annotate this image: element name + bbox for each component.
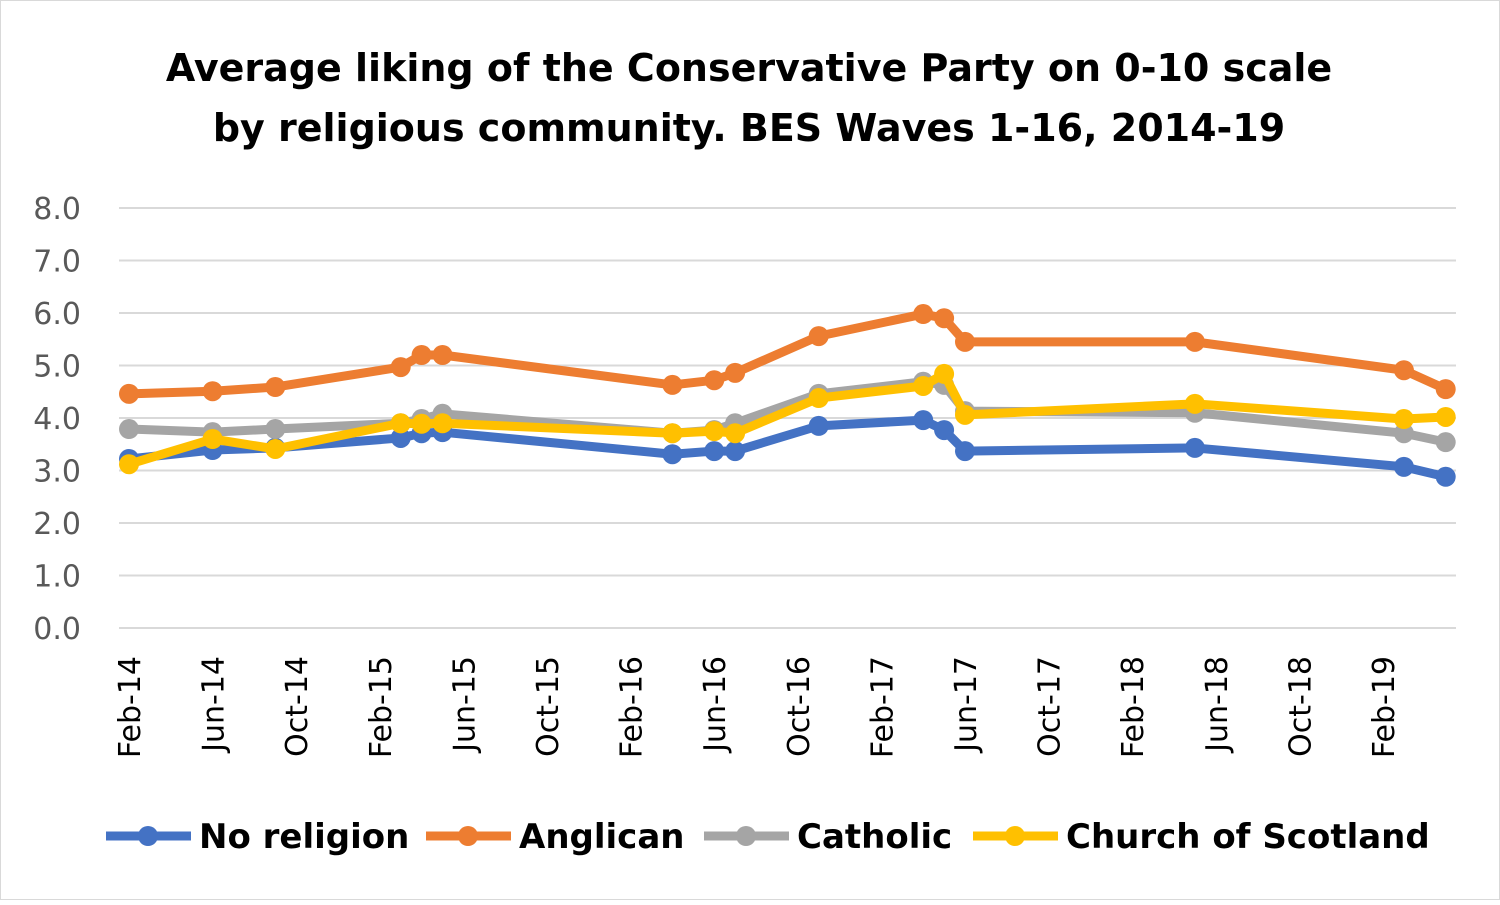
legend-swatch-marker — [1005, 826, 1025, 846]
data-point — [202, 381, 223, 402]
data-point — [1393, 456, 1414, 477]
x-tick-label: Feb-14 — [113, 656, 148, 758]
data-point — [808, 388, 829, 409]
data-point — [725, 441, 746, 462]
y-tick-label: 6.0 — [33, 297, 81, 332]
y-tick-label: 3.0 — [33, 455, 81, 490]
data-point — [1184, 331, 1205, 352]
data-point — [913, 304, 934, 325]
data-point — [808, 326, 829, 347]
legend-swatch-marker — [138, 826, 158, 846]
y-tick-label: 4.0 — [33, 402, 81, 437]
series-line — [128, 415, 1447, 482]
data-point — [1435, 432, 1456, 453]
data-point — [432, 345, 453, 365]
data-point — [704, 370, 725, 391]
y-tick-label: 5.0 — [33, 350, 81, 385]
data-point — [662, 423, 683, 444]
legend-item: No religion — [106, 817, 409, 857]
legend-label: No religion — [199, 817, 409, 857]
x-tick-label: Oct-15 — [531, 656, 566, 757]
data-point — [265, 419, 286, 440]
x-tick-label: Jun-15 — [447, 656, 482, 754]
y-tick-label: 7.0 — [33, 245, 81, 280]
data-point — [1393, 409, 1414, 430]
y-tick-label: 8.0 — [33, 192, 81, 227]
chart-title-line-2: by religious community. BES Waves 1-16, … — [213, 106, 1285, 150]
y-tick-label: 2.0 — [33, 507, 81, 542]
data-point — [704, 421, 725, 442]
x-tick-label: Oct-17 — [1033, 656, 1068, 757]
x-tick-label: Feb-15 — [364, 656, 399, 758]
data-point — [662, 444, 683, 465]
data-point — [913, 375, 934, 396]
data-point — [1184, 393, 1205, 414]
series-anglican — [119, 304, 1456, 404]
data-point — [1435, 466, 1456, 487]
data-point — [1435, 379, 1456, 400]
y-tick-label: 1.0 — [33, 560, 81, 595]
data-point — [265, 438, 286, 459]
legend-item: Anglican — [426, 817, 684, 857]
x-tick-label: Feb-19 — [1367, 656, 1402, 758]
x-tick-label: Feb-16 — [615, 656, 650, 758]
data-point — [390, 357, 411, 378]
x-tick-label: Oct-18 — [1283, 656, 1318, 757]
data-point — [411, 413, 432, 434]
legend-item: Catholic — [704, 817, 952, 857]
series-line — [127, 369, 1446, 469]
data-point — [955, 441, 975, 462]
legend-label: Anglican — [519, 817, 684, 857]
x-tick-label: Jun-17 — [949, 656, 984, 754]
data-point — [955, 404, 975, 425]
data-point — [725, 362, 746, 383]
data-point — [1184, 437, 1205, 458]
data-point — [913, 410, 934, 431]
series-line — [128, 309, 1448, 399]
legend-swatch-marker — [458, 826, 478, 846]
data-point — [390, 427, 411, 448]
data-point — [1393, 423, 1414, 444]
x-tick-label: Oct-14 — [280, 656, 315, 757]
data-point — [119, 383, 139, 404]
data-point — [119, 454, 139, 475]
data-point — [934, 308, 955, 329]
data-point — [934, 363, 955, 384]
legend-label: Catholic — [797, 817, 952, 857]
data-point — [119, 419, 139, 440]
x-tick-label: Jun-16 — [698, 656, 733, 754]
legend-item: Church of Scotland — [973, 817, 1430, 857]
data-point — [934, 420, 955, 441]
data-point — [1435, 406, 1456, 427]
x-tick-label: Oct-16 — [782, 656, 817, 757]
data-point — [725, 423, 746, 444]
x-tick-label: Jun-14 — [197, 656, 232, 754]
x-tick-label: Feb-18 — [1116, 656, 1151, 758]
x-tick-label: Jun-18 — [1200, 656, 1235, 754]
data-point — [808, 415, 829, 436]
data-point — [704, 441, 725, 462]
legend-label: Church of Scotland — [1066, 817, 1430, 857]
x-tick-label: Feb-17 — [865, 656, 900, 758]
data-point — [1393, 360, 1414, 381]
data-point — [411, 345, 432, 365]
data-point — [202, 429, 223, 449]
data-point — [662, 374, 683, 395]
legend-swatch-marker — [736, 826, 756, 846]
chart-title-line-1: Average liking of the Conservative Party… — [166, 46, 1332, 90]
data-point — [390, 413, 411, 434]
y-tick-label: 0.0 — [33, 612, 81, 647]
data-point — [432, 413, 453, 434]
data-point — [955, 331, 975, 352]
series-church-of-scotland — [119, 363, 1456, 475]
data-point — [265, 377, 286, 398]
